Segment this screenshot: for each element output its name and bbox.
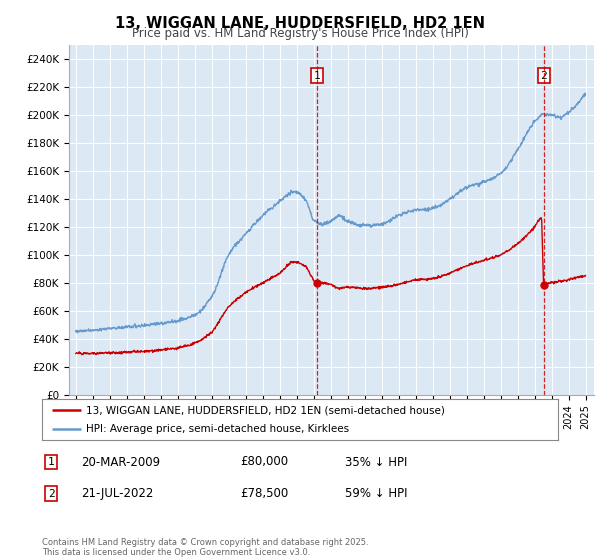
Text: HPI: Average price, semi-detached house, Kirklees: HPI: Average price, semi-detached house,… bbox=[86, 424, 349, 433]
Text: 59% ↓ HPI: 59% ↓ HPI bbox=[345, 487, 407, 501]
Text: 13, WIGGAN LANE, HUDDERSFIELD, HD2 1EN: 13, WIGGAN LANE, HUDDERSFIELD, HD2 1EN bbox=[115, 16, 485, 31]
Text: Price paid vs. HM Land Registry's House Price Index (HPI): Price paid vs. HM Land Registry's House … bbox=[131, 27, 469, 40]
Text: £80,000: £80,000 bbox=[240, 455, 288, 469]
Text: Contains HM Land Registry data © Crown copyright and database right 2025.
This d: Contains HM Land Registry data © Crown c… bbox=[42, 538, 368, 557]
Text: 2: 2 bbox=[47, 489, 55, 499]
Text: 13, WIGGAN LANE, HUDDERSFIELD, HD2 1EN (semi-detached house): 13, WIGGAN LANE, HUDDERSFIELD, HD2 1EN (… bbox=[86, 405, 445, 415]
Text: £78,500: £78,500 bbox=[240, 487, 288, 501]
Text: 20-MAR-2009: 20-MAR-2009 bbox=[81, 455, 160, 469]
Text: 35% ↓ HPI: 35% ↓ HPI bbox=[345, 455, 407, 469]
Text: 2: 2 bbox=[541, 71, 547, 81]
Text: 1: 1 bbox=[314, 71, 320, 81]
Text: 1: 1 bbox=[47, 457, 55, 467]
Text: 21-JUL-2022: 21-JUL-2022 bbox=[81, 487, 154, 501]
